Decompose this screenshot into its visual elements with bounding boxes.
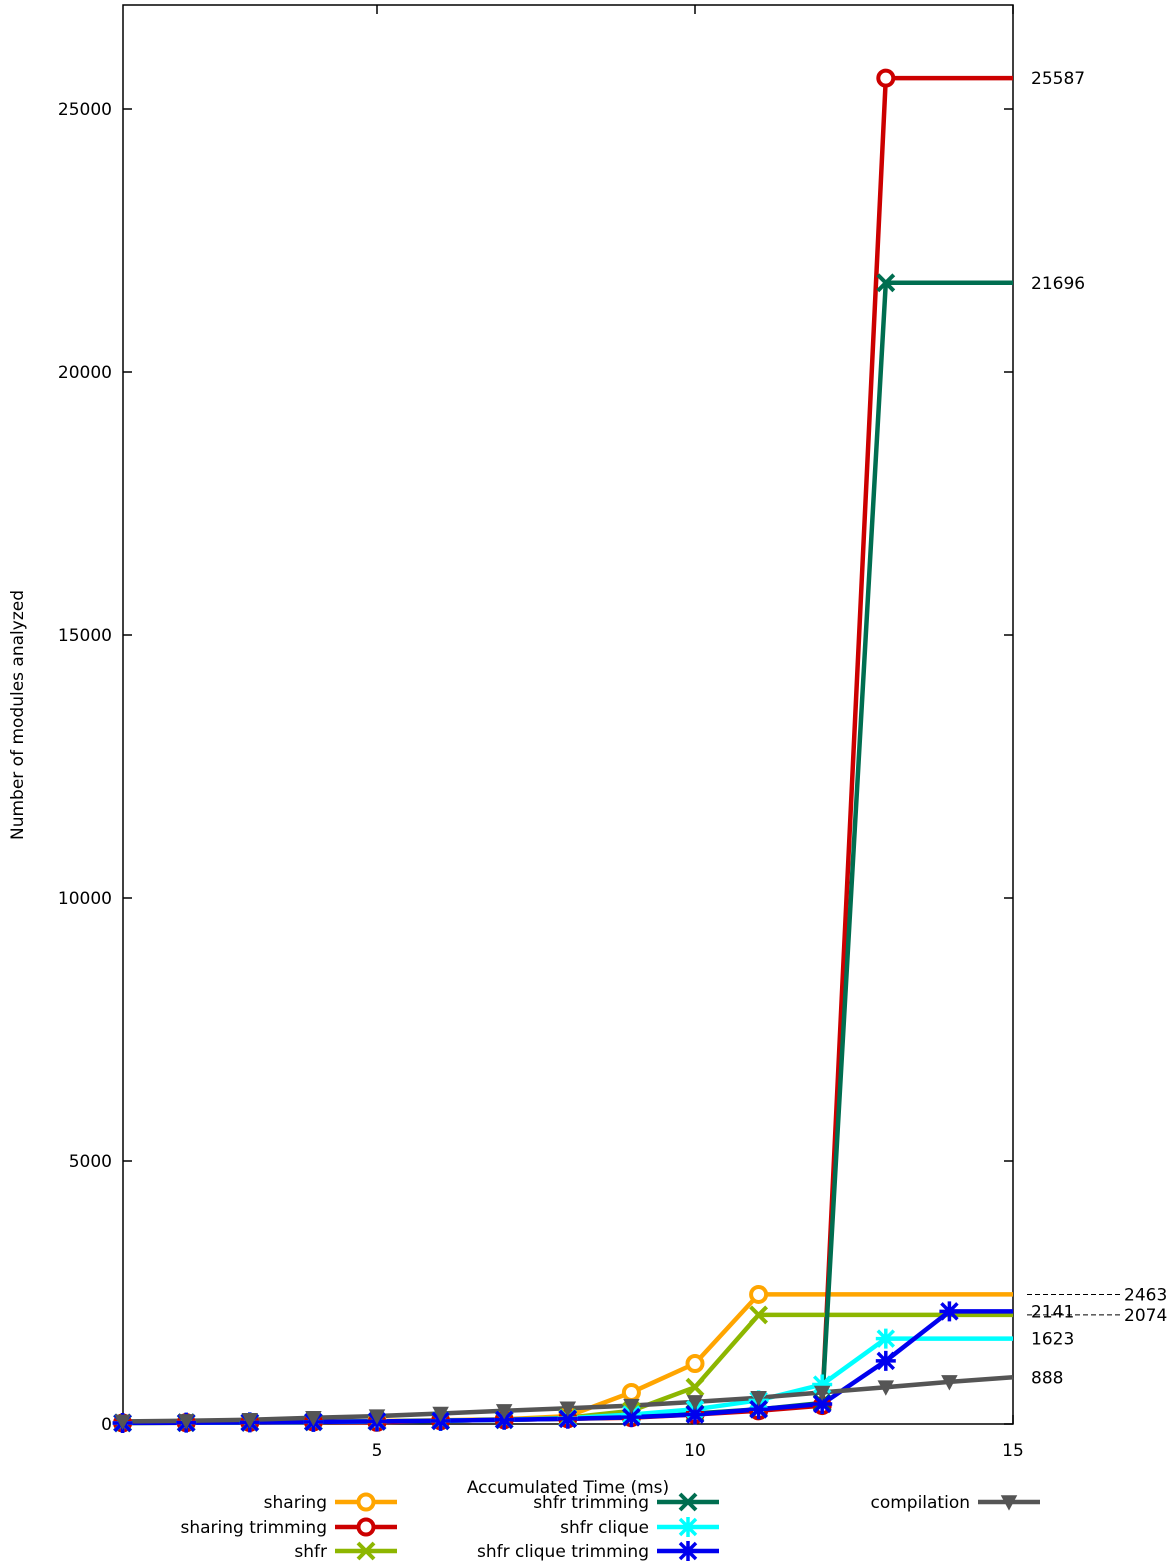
legend-label-sharing: sharing	[264, 1493, 327, 1513]
y-tick-label: 5000	[69, 1152, 112, 1172]
legend-marker-shfr	[356, 1541, 376, 1561]
legend-marker-shfr-clique	[678, 1517, 698, 1537]
end-value-label: 25587	[1031, 69, 1085, 89]
data-point-compilation	[559, 1401, 577, 1417]
legend-marker-compilation	[1000, 1495, 1018, 1511]
x-tick-label: 15	[1002, 1441, 1024, 1461]
legend-label-shfr-clique: shfr clique	[560, 1518, 649, 1538]
data-point-sharing	[749, 1284, 769, 1304]
x-tick-label: 10	[684, 1441, 706, 1461]
data-point-sharing	[685, 1354, 705, 1374]
data-point-compilation	[686, 1395, 704, 1411]
data-point-compilation	[241, 1413, 259, 1429]
data-point-shfr-clique-trimming	[685, 1404, 705, 1425]
data-point-shfr-clique-trimming	[494, 1409, 515, 1430]
data-point-shfr-clique	[812, 1374, 833, 1395]
data-point-compilation	[941, 1375, 958, 1391]
y-tick-label: 15000	[58, 626, 112, 646]
legend-label-shfr: shfr	[294, 1542, 327, 1562]
data-point-shfr	[749, 1305, 769, 1325]
legend-marker-sharing-trimming	[356, 1517, 376, 1537]
data-point-sharing	[621, 1382, 641, 1402]
data-point-shfr-clique-trimming	[812, 1394, 833, 1415]
legend-label-compilation: compilation	[870, 1493, 970, 1513]
end-value-label: 21696	[1031, 274, 1085, 294]
data-point-compilation	[305, 1410, 322, 1427]
data-point-shfr-clique	[875, 1328, 896, 1349]
data-point-shfr-clique-trimming	[748, 1399, 769, 1420]
data-point-compilation	[495, 1404, 513, 1420]
legend-label-sharing-trimming: sharing trimming	[180, 1518, 327, 1538]
data-point-compilation	[813, 1385, 831, 1402]
data-point-shfr	[685, 1377, 705, 1397]
y-tick-label: 0	[101, 1415, 112, 1435]
end-value-label: 1623	[1031, 1330, 1074, 1350]
data-point-compilation	[114, 1414, 131, 1430]
legend-marker-sharing	[356, 1492, 376, 1512]
data-point-sharing-trimming	[876, 68, 896, 88]
data-point-compilation	[177, 1414, 195, 1430]
end-value-label: 2463	[1124, 1285, 1167, 1305]
data-point-shfr-clique-trimming	[939, 1301, 960, 1322]
data-point-compilation	[877, 1380, 895, 1396]
data-point-compilation	[368, 1409, 386, 1425]
data-point-shfr-clique-trimming	[621, 1407, 642, 1428]
series-line-shfr-trimming	[122, 280, 1013, 1426]
series-line-sharing-trimming	[122, 75, 1013, 1426]
end-value-label: 2141	[1031, 1302, 1074, 1322]
y-axis-label: Number of modules analyzed	[8, 590, 28, 840]
data-point-shfr-clique-trimming	[557, 1408, 578, 1429]
legend-marker-shfr-clique-trimming	[678, 1541, 698, 1561]
y-tick-label: 10000	[58, 889, 112, 909]
data-point-compilation	[432, 1406, 449, 1423]
data-point-shfr-clique-trimming	[875, 1350, 896, 1371]
end-value-label: 888	[1031, 1368, 1063, 1388]
legend-marker-shfr-trimming	[678, 1492, 698, 1512]
y-tick-label: 20000	[58, 363, 112, 383]
legend-label-shfr-trimming: shfr trimming	[533, 1493, 649, 1513]
data-point-compilation	[623, 1398, 640, 1415]
end-value-label: 2074	[1124, 1306, 1167, 1326]
x-tick-label: 5	[372, 1441, 383, 1461]
x-axis-label: Accumulated Time (ms)	[467, 1478, 669, 1498]
legend-label-shfr-clique-trimming: shfr clique trimming	[477, 1542, 649, 1562]
data-point-compilation	[750, 1390, 767, 1407]
data-point-shfr-trimming	[876, 273, 896, 293]
y-tick-label: 25000	[58, 100, 112, 120]
